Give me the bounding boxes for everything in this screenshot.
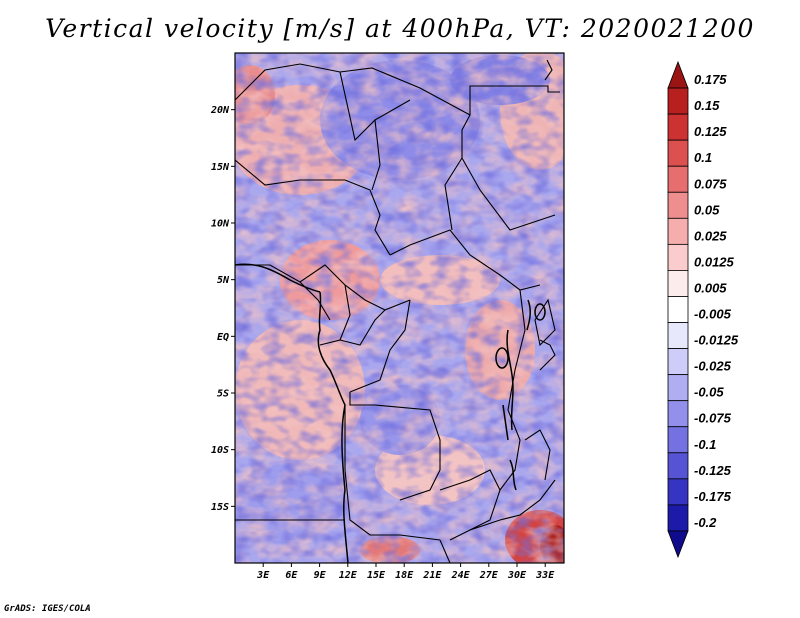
lon-tick-label: 18E — [395, 570, 414, 581]
colorbar-swatch — [667, 139, 689, 167]
vertical-velocity-field — [235, 53, 564, 563]
colorbar-label: 0.0125 — [694, 254, 735, 269]
colorbar-swatch — [667, 504, 689, 532]
colorbar-label: -0.1 — [694, 437, 716, 452]
lon-tick-label: 9E — [314, 570, 327, 581]
colorbar-label: -0.05 — [694, 385, 724, 400]
colorbar-swatch — [667, 60, 689, 89]
lon-tick-label: 33E — [535, 570, 555, 581]
coastlines — [235, 263, 546, 563]
chart-title: Vertical velocity [m/s] at 400hPa, VT: 2… — [45, 14, 755, 43]
colorbar-swatch — [667, 296, 689, 323]
plot-frame — [234, 52, 565, 564]
colorbar-swatch — [667, 270, 689, 297]
lon-tick-label: 27E — [479, 570, 499, 581]
colorbar-swatch — [667, 348, 689, 376]
lon-tick-label: 24E — [451, 570, 471, 581]
colorbar-label: 0.125 — [694, 124, 727, 139]
lat-tick-label: 10N — [211, 219, 230, 230]
lon-tick-label: 3E — [256, 570, 270, 581]
lon-tick-label: 21E — [422, 570, 442, 581]
lat-tick-label: 5S — [217, 389, 229, 400]
colorbar-swatch — [667, 243, 689, 271]
lon-tick-label: 30E — [507, 570, 527, 581]
colorbar-swatch — [667, 530, 689, 559]
lon-tick-label: 12E — [339, 570, 358, 581]
lon-tick-label: 6E — [285, 570, 298, 581]
colorbar-label: 0.1 — [694, 150, 712, 165]
colorbar-label: -0.005 — [694, 307, 732, 322]
lat-tick-label: EQ — [217, 332, 229, 343]
country-borders — [235, 59, 560, 563]
lat-tick-label: 15S — [211, 502, 229, 513]
colorbar-swatch — [667, 113, 689, 141]
colorbar-swatch — [667, 191, 689, 219]
colorbar-swatch — [667, 400, 689, 428]
colorbar-label: 0.025 — [694, 228, 727, 243]
colorbar-label: -0.2 — [694, 515, 717, 530]
lon-tick-label: 15E — [367, 570, 386, 581]
lat-tick-label: 5N — [217, 275, 230, 286]
longitude-axis: 3E 6E 9E 12E 15E 18E 21E 24E 27E 30E 33E — [256, 563, 555, 581]
lat-tick-label: 15N — [211, 162, 230, 173]
colorbar-label: 0.005 — [694, 280, 727, 295]
colorbar-swatch — [667, 452, 689, 480]
colorbar-label: -0.175 — [694, 489, 732, 504]
lat-tick-label: 20N — [210, 105, 230, 116]
colorbar-label: 0.15 — [694, 98, 720, 113]
colorbar-label: 0.075 — [694, 176, 727, 191]
colorbar-label: -0.025 — [694, 359, 732, 374]
colorbar-label: -0.125 — [694, 463, 732, 478]
colorbar-swatch — [667, 217, 689, 245]
colorbar-swatch — [667, 478, 689, 506]
lat-tick-label: 10S — [211, 445, 229, 456]
colorbar-label: 0.05 — [694, 202, 720, 217]
colorbar-swatch — [667, 87, 689, 115]
colorbar-label: -0.075 — [694, 411, 732, 426]
colorbar-swatch — [667, 374, 689, 402]
colorbar-swatch — [667, 165, 689, 193]
colorbar-label: 0.175 — [694, 72, 727, 87]
colorbar-swatch — [667, 322, 689, 349]
latitude-axis: 20N 15N 10N 5N EQ 5S 10S 15S — [210, 105, 235, 513]
colorbar-swatch — [667, 426, 689, 454]
colorbar-label: -0.0125 — [694, 333, 739, 348]
grads-credit: GrADS: IGES/COLA — [4, 604, 91, 614]
